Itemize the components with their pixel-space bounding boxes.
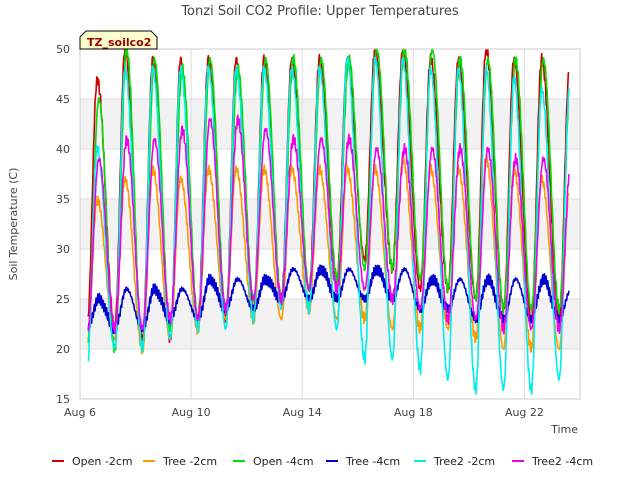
y-tick-label: 15 xyxy=(56,393,70,406)
y-tick-label: 50 xyxy=(56,43,70,56)
legend-label: Tree -2cm xyxy=(162,455,217,468)
legend-label: Open -2cm xyxy=(72,455,133,468)
series-line xyxy=(87,114,570,335)
y-tick-label: 40 xyxy=(56,143,70,156)
y-tick-label: 20 xyxy=(56,343,70,356)
x-tick-label: Aug 6 xyxy=(64,406,96,419)
plot-frame xyxy=(79,48,581,400)
series-line xyxy=(87,264,570,335)
legend-item: Tree2 -4cm xyxy=(512,455,593,468)
series-lines xyxy=(87,48,570,396)
y-tick-labels: 15 20 25 30 35 40 45 50 xyxy=(56,43,70,406)
annotation-box-shape xyxy=(79,30,158,50)
annotation-box: TZ_soilco2 xyxy=(79,30,158,50)
legend: Open -2cm Tree -2cm Open -4cm Tree -4cm Tree… xyxy=(52,455,593,468)
x-tick-label: Aug 18 xyxy=(394,406,433,419)
legend-label: Tree2 -2cm xyxy=(433,455,495,468)
y-tick-label: 45 xyxy=(56,93,70,106)
x-tick-label: Aug 14 xyxy=(283,406,322,419)
x-tick-label: Aug 22 xyxy=(505,406,544,419)
y-tick-label: 35 xyxy=(56,193,70,206)
legend-label: Open -4cm xyxy=(253,455,314,468)
annotation-label: TZ_soilco2 xyxy=(87,36,151,49)
x-axis-label: Time xyxy=(550,423,578,436)
legend-label: Tree -4cm xyxy=(345,455,400,468)
legend-item: Tree -2cm xyxy=(143,455,217,468)
plot-band xyxy=(80,99,580,149)
x-tick-labels: Aug 6 Aug 10 Aug 14 Aug 18 Aug 22 xyxy=(64,406,544,419)
legend-item: Tree2 -2cm xyxy=(414,455,495,468)
y-tick-label: 25 xyxy=(56,293,70,306)
legend-item: Open -2cm xyxy=(52,455,133,468)
legend-item: Open -4cm xyxy=(233,455,314,468)
chart-title: Tonzi Soil CO2 Profile: Upper Temperatur… xyxy=(180,4,459,19)
x-tick-label: Aug 10 xyxy=(172,406,211,419)
y-tick-label: 30 xyxy=(56,243,70,256)
legend-item: Tree -4cm xyxy=(326,455,400,468)
legend-label: Tree2 -4cm xyxy=(531,455,593,468)
y-axis-label: Soil Temperature (C) xyxy=(7,168,20,281)
